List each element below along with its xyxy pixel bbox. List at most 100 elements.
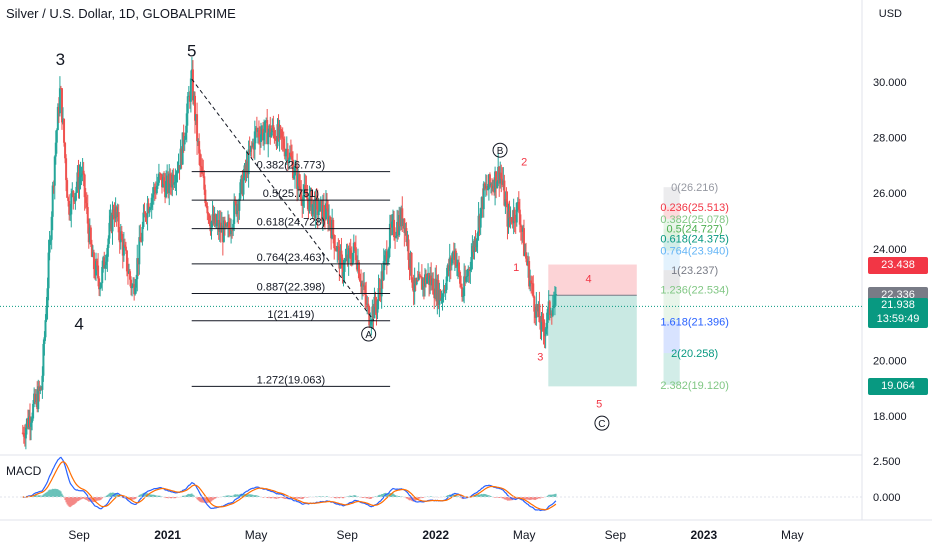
price-candle bbox=[151, 194, 154, 198]
price-candle bbox=[366, 303, 369, 305]
price-candle bbox=[341, 257, 344, 277]
fib-level-label: 0.764(23.463) bbox=[257, 252, 326, 264]
fib-band bbox=[663, 289, 680, 322]
price-candle bbox=[177, 165, 180, 172]
price-candle bbox=[38, 386, 41, 391]
price-candle bbox=[376, 300, 379, 313]
price-candle bbox=[409, 252, 412, 268]
price-candle bbox=[407, 239, 410, 260]
price-candle bbox=[241, 175, 244, 195]
price-candle bbox=[93, 269, 96, 276]
price-candle bbox=[542, 321, 545, 332]
price-candle bbox=[426, 277, 429, 284]
price-candle bbox=[461, 287, 464, 297]
price-candle bbox=[194, 95, 197, 121]
price-candle bbox=[374, 296, 377, 307]
price-candle bbox=[189, 78, 192, 102]
price-candle bbox=[488, 174, 491, 185]
price-candle bbox=[401, 208, 404, 226]
price-candle bbox=[467, 269, 470, 277]
fib-band bbox=[663, 238, 680, 251]
fib-band bbox=[663, 187, 680, 207]
price-candle bbox=[124, 246, 127, 251]
price-candle bbox=[207, 213, 210, 215]
price-candle bbox=[46, 288, 49, 308]
price-candle bbox=[333, 235, 336, 249]
price-candle bbox=[307, 200, 310, 211]
price-candle bbox=[139, 237, 142, 242]
price-candle bbox=[130, 279, 133, 289]
price-candle bbox=[166, 175, 169, 182]
price-candle bbox=[356, 262, 359, 270]
price-candle bbox=[210, 221, 213, 232]
price-candle bbox=[138, 237, 141, 265]
price-candle bbox=[382, 261, 385, 280]
price-candle bbox=[489, 184, 492, 186]
price-candle bbox=[482, 183, 485, 210]
price-candle bbox=[200, 165, 203, 167]
macd-label: MACD bbox=[6, 464, 42, 478]
price-tick-label: 18.000 bbox=[873, 411, 907, 423]
price-candle bbox=[302, 195, 305, 206]
fib-extension-label: 2(20.258) bbox=[671, 348, 718, 360]
price-candle bbox=[206, 206, 209, 214]
time-axis-label: Sep bbox=[68, 528, 90, 542]
price-candle bbox=[512, 209, 515, 224]
price-candle bbox=[354, 247, 357, 261]
price-candle bbox=[371, 306, 374, 322]
price-candle bbox=[308, 194, 311, 211]
price-candle bbox=[414, 278, 417, 285]
price-candle bbox=[405, 228, 408, 243]
price-candle bbox=[273, 130, 276, 139]
price-candle bbox=[364, 285, 367, 295]
price-candle bbox=[437, 280, 440, 305]
price-candle bbox=[436, 280, 439, 302]
price-candle bbox=[208, 214, 211, 224]
price-candle bbox=[536, 304, 539, 312]
price-candle bbox=[221, 225, 224, 242]
price-candle bbox=[549, 313, 552, 315]
price-candle bbox=[328, 216, 331, 225]
wave-label: C bbox=[598, 419, 605, 430]
price-candle bbox=[483, 183, 486, 189]
price-candle bbox=[163, 177, 166, 185]
price-candle bbox=[345, 254, 348, 259]
price-candle bbox=[280, 129, 283, 138]
price-candle bbox=[179, 148, 182, 170]
price-candle bbox=[443, 289, 446, 291]
price-candle bbox=[43, 337, 46, 344]
price-candle bbox=[75, 186, 78, 194]
price-tag: 23.438 bbox=[868, 256, 928, 274]
price-candle bbox=[264, 121, 267, 133]
price-tag: 19.064 bbox=[868, 378, 928, 396]
price-candle bbox=[406, 239, 409, 243]
price-candle bbox=[111, 209, 114, 232]
price-candle bbox=[535, 304, 538, 318]
price-candle bbox=[176, 171, 179, 174]
price-candle bbox=[231, 230, 234, 232]
price-candle bbox=[496, 181, 499, 188]
fib-extension-label: 1.236(22.534) bbox=[660, 285, 729, 297]
price-candle bbox=[77, 172, 80, 190]
fib-extension-label: 0.382(25.078) bbox=[660, 214, 729, 226]
price-candle bbox=[214, 214, 217, 226]
time-axis-label: 2022 bbox=[422, 528, 449, 542]
macd-tick-label: 0.000 bbox=[873, 492, 901, 504]
price-candle bbox=[248, 149, 251, 152]
price-candle bbox=[216, 220, 219, 223]
price-candle bbox=[448, 257, 451, 271]
price-candle bbox=[114, 207, 117, 219]
price-candle bbox=[237, 204, 240, 211]
price-candle bbox=[235, 201, 238, 215]
price-candle bbox=[217, 220, 220, 232]
price-candle bbox=[115, 207, 118, 217]
price-candle bbox=[541, 316, 544, 322]
price-candle bbox=[456, 262, 459, 266]
price-candle bbox=[233, 201, 236, 224]
wave-label: 1 bbox=[513, 262, 519, 274]
price-candle bbox=[209, 223, 212, 232]
price-candle bbox=[295, 166, 298, 168]
price-candle bbox=[380, 271, 383, 297]
